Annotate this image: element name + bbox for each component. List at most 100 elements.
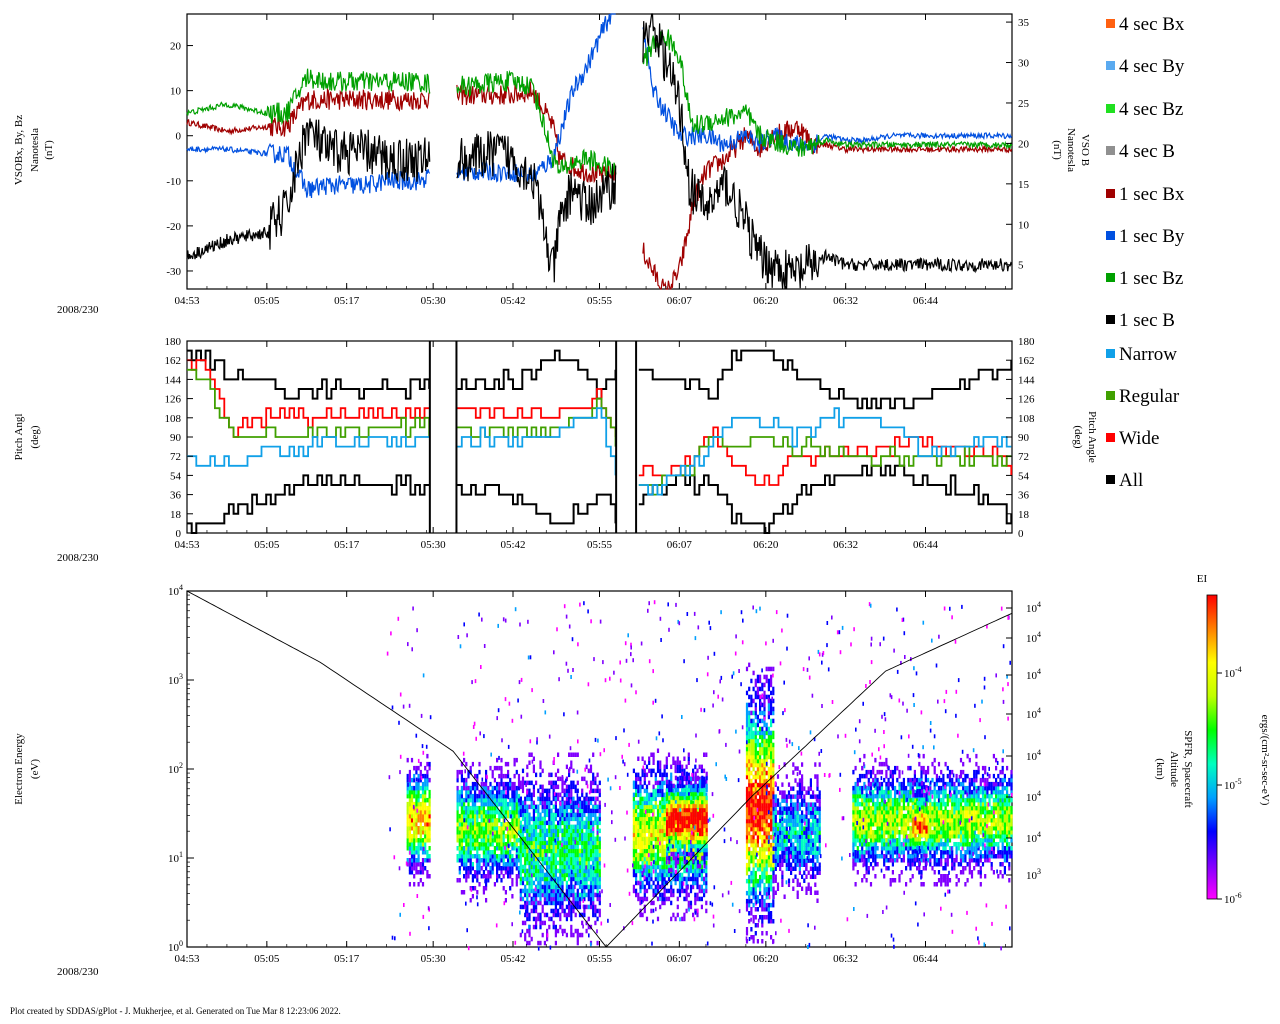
spectrogram-cell <box>685 827 688 833</box>
spectrogram-cell <box>535 896 538 902</box>
spectrogram-cell <box>865 801 868 807</box>
spectrogram-cell <box>787 814 791 819</box>
spectrogram-cell <box>465 874 468 879</box>
spectrogram-cell <box>816 830 819 835</box>
spectrogram-cell <box>532 892 535 898</box>
spectrogram-cell <box>589 848 593 854</box>
spectrogram-cell <box>528 852 531 858</box>
spectrogram-cell <box>701 843 704 849</box>
spectrogram-cell <box>767 742 770 748</box>
spectrogram-cell <box>772 874 775 879</box>
spectrogram-cell <box>504 850 507 855</box>
spectrogram-cell <box>491 826 494 831</box>
spectrogram-cell <box>543 872 546 878</box>
spectrogram-cell <box>856 813 859 819</box>
spectrogram-cell <box>559 892 562 898</box>
spectrogram-cell <box>587 840 590 846</box>
spectrogram-cell <box>587 812 590 818</box>
spectrogram-cell <box>515 789 518 795</box>
spectrogram-cell <box>863 801 866 807</box>
spectrogram-cell <box>513 781 516 787</box>
spectrogram-cell <box>745 870 749 876</box>
spectrogram-cell <box>774 802 777 807</box>
spectrogram-cell <box>761 810 764 816</box>
spectrogram-cell <box>632 796 635 802</box>
spectrogram-cell <box>543 836 546 842</box>
spectrogram-cell <box>872 850 875 855</box>
spectrogram-cell <box>410 838 414 843</box>
spectrogram-cell <box>559 924 562 930</box>
spectrogram-cell <box>532 924 535 930</box>
spectrogram-cell <box>541 796 544 802</box>
spectrogram-cell <box>537 832 540 838</box>
spectrogram-cell <box>570 928 573 934</box>
spectrogram-cell <box>852 850 855 855</box>
spectrogram-cell <box>476 793 479 799</box>
spectrogram-cell <box>761 826 764 832</box>
spectrogram-cell <box>761 878 764 884</box>
spectrogram-cell <box>645 788 649 794</box>
spectrogram-cell <box>748 882 751 888</box>
spectrogram-cell <box>781 858 784 863</box>
spectrogram-cell <box>421 781 425 787</box>
spectrogram-cell <box>681 775 684 781</box>
spectrogram-cell <box>748 762 751 768</box>
spectrogram-cell <box>559 808 562 814</box>
spectrogram-cell <box>463 838 466 843</box>
spectrogram-cell <box>863 793 866 799</box>
spectrogram-cell <box>513 862 516 867</box>
spectrogram-cell <box>670 811 673 817</box>
spectrogram-cell <box>552 840 555 846</box>
spectrogram-cell <box>456 785 459 791</box>
spectrogram-cell <box>543 800 546 806</box>
spectrogram-cell <box>561 928 564 934</box>
spectrogram-cell <box>532 916 535 922</box>
spectrogram-cell <box>521 828 525 834</box>
spectrogram-cell <box>563 844 566 850</box>
spectrogram-cell <box>598 872 601 878</box>
spectrogram-cell <box>537 912 540 918</box>
spectrogram-cell <box>754 830 757 836</box>
spectrogram-cell <box>570 916 573 922</box>
spectrogram-cell <box>511 801 514 807</box>
spectrogram-cell <box>761 846 764 852</box>
spectrogram-cell <box>652 820 655 826</box>
spectrogram-cell <box>561 880 564 886</box>
spectrogram-cell <box>672 756 675 761</box>
spectrogram-cell <box>694 880 697 886</box>
spectrogram-cell <box>770 718 773 724</box>
spectrogram-cell <box>643 852 646 858</box>
spectrogram-cell <box>816 822 819 827</box>
spectrogram-cell <box>570 788 573 794</box>
spectrogram-cell <box>561 820 564 826</box>
spectrogram-cell <box>632 840 635 846</box>
spectrogram-cell <box>460 890 463 895</box>
spectrogram-cell <box>546 856 549 862</box>
spectrogram-cell <box>526 900 529 906</box>
spectrogram-cell <box>701 791 704 797</box>
spectrogram-cell <box>487 789 490 795</box>
spectrogram-cell <box>574 872 577 878</box>
spectrogram-cell <box>876 822 879 827</box>
spectrogram-cell <box>513 773 516 779</box>
spectrogram-cell <box>674 795 677 801</box>
spectrogram-cell <box>750 907 753 912</box>
spectrogram-cell <box>674 815 677 821</box>
spectrogram-cell <box>574 852 577 858</box>
spectrogram-cell <box>557 896 560 902</box>
spectrogram-cell <box>554 800 557 806</box>
spectrogram-cell <box>679 823 682 829</box>
spectrogram-cell <box>557 824 560 830</box>
spectrogram-cell <box>576 836 579 842</box>
spectrogram-cell <box>674 839 677 845</box>
spectrogram-cell <box>568 900 571 906</box>
spectrogram-cell <box>852 822 855 827</box>
spectrogram-cell <box>690 791 693 797</box>
spectrogram-cell <box>587 876 590 882</box>
spectrogram-cell <box>565 824 568 830</box>
spectrogram-cell <box>763 762 766 768</box>
spectrogram-cell <box>772 798 775 803</box>
spectrogram-cell <box>485 793 488 799</box>
spectrogram-cell <box>650 852 653 858</box>
spectrogram-cell <box>816 850 819 855</box>
